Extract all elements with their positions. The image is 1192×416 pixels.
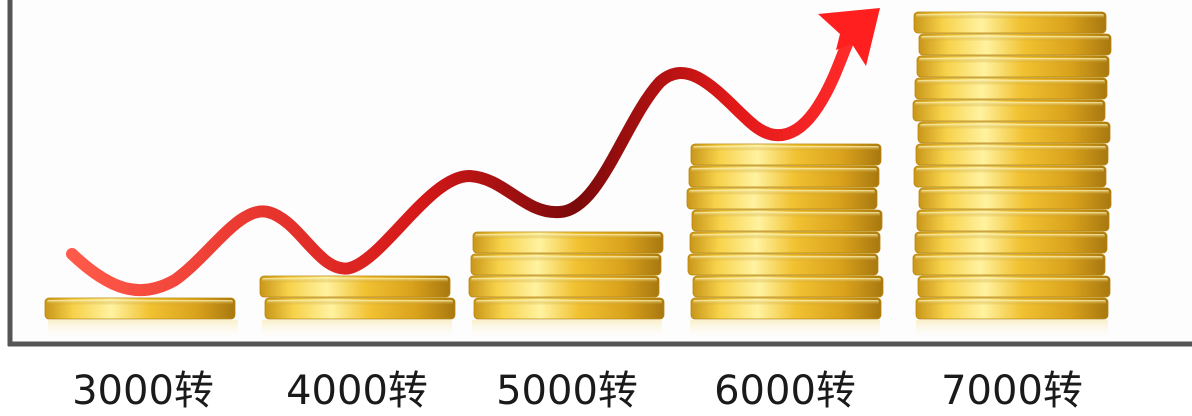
coin-highlight [473, 256, 659, 261]
coin-highlight [267, 300, 453, 305]
x-tick-label: 4000转 [286, 368, 428, 414]
x-tick-label: 6000转 [714, 368, 856, 414]
coin-highlight [918, 300, 1106, 305]
trend-arrow-head [818, 8, 880, 66]
bar-reflection [48, 320, 238, 340]
x-tick-label: 7000转 [941, 368, 1083, 414]
coin-highlight [47, 300, 233, 305]
coin-highlight [921, 36, 1109, 41]
bar-3000转 [44, 297, 238, 340]
coin-highlight [476, 300, 662, 305]
coin-highlight [919, 212, 1107, 217]
axes [7, 0, 1192, 347]
coin-highlight [692, 234, 878, 239]
coin-highlight [262, 278, 448, 283]
coin-highlight [921, 190, 1109, 195]
coin-highlight [693, 146, 879, 151]
bar-4000转 [259, 275, 456, 340]
bar-reflection [472, 320, 662, 340]
coin-highlight [917, 234, 1105, 239]
coin-highlight [920, 278, 1108, 283]
bar-6000转 [686, 143, 884, 340]
bar-7000转 [912, 11, 1112, 340]
coin-highlight [916, 168, 1104, 173]
coin-highlight [691, 168, 877, 173]
coin-highlight [915, 102, 1103, 107]
coin-highlight [693, 300, 879, 305]
coin-highlight [916, 14, 1104, 19]
bar-reflection [262, 320, 452, 340]
bar-reflection [690, 320, 880, 340]
coin-highlight [695, 278, 881, 283]
coin-highlight [471, 278, 657, 283]
coin-highlight [917, 80, 1105, 85]
bar-reflection [916, 320, 1108, 340]
bar-5000转 [468, 231, 665, 340]
coin-stacks [44, 11, 1112, 340]
x-tick-label: 3000转 [72, 368, 214, 414]
category-labels: 3000转 4000转 5000转 6000转 7000转 [72, 368, 1083, 414]
coin-highlight [920, 124, 1108, 129]
coin-highlight [919, 58, 1107, 63]
x-tick-label: 5000转 [496, 368, 638, 414]
coin-highlight [689, 190, 875, 195]
coin-highlight [915, 256, 1103, 261]
trend-arrow [66, 36, 854, 297]
coin-highlight [694, 212, 880, 217]
coin-highlight [690, 256, 876, 261]
coin-highlight [918, 146, 1106, 151]
coin-highlight [475, 234, 661, 239]
